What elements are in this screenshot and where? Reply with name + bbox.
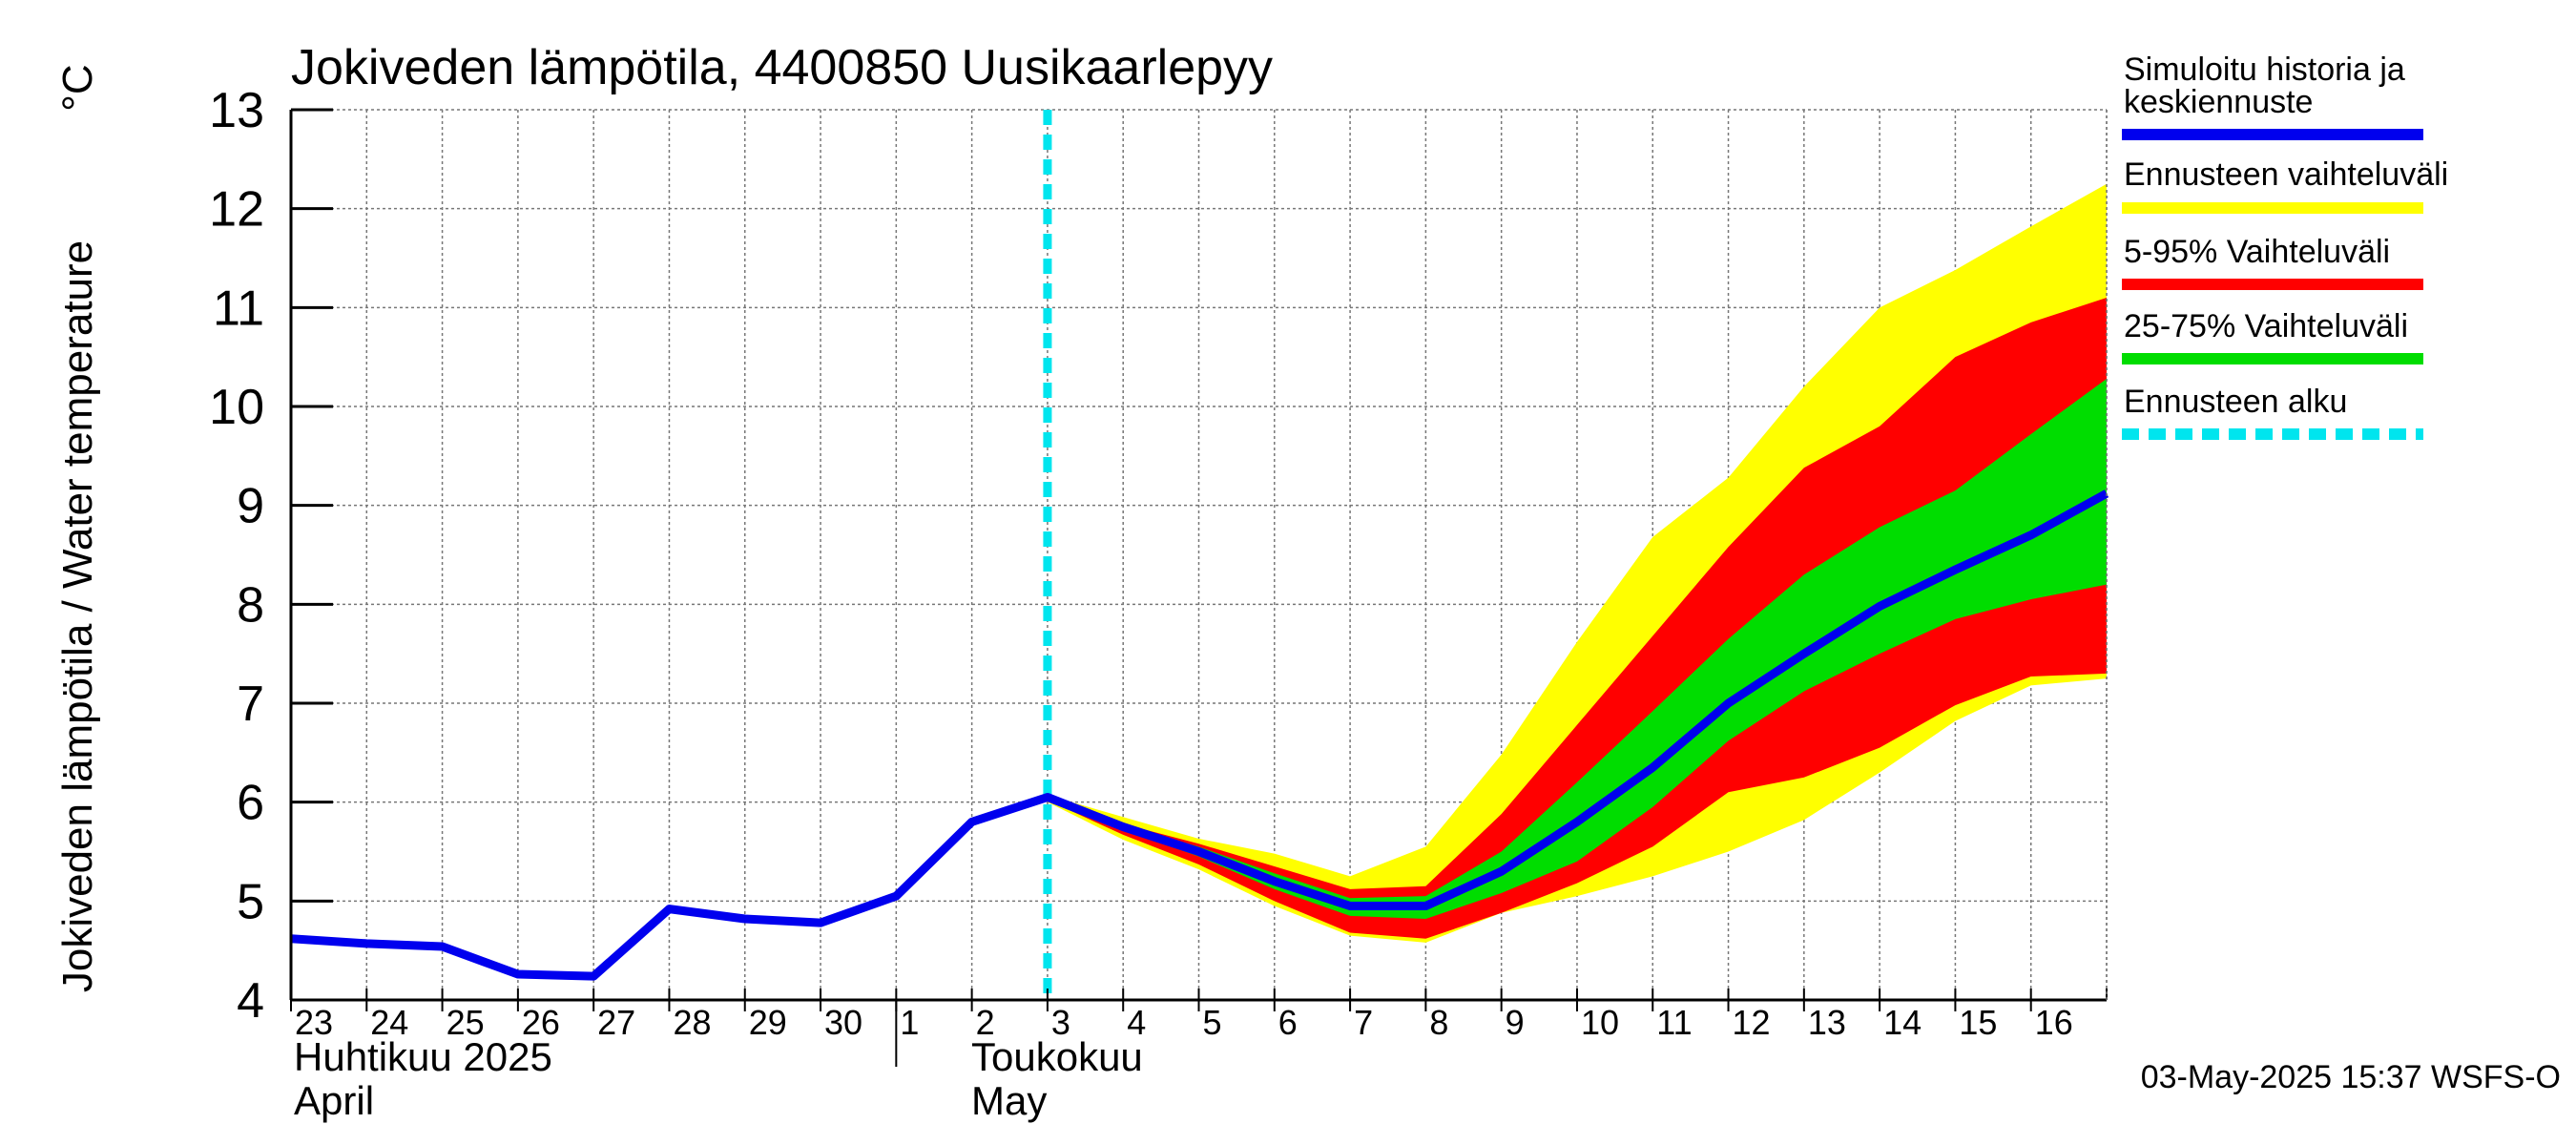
y-tick-label: 4 — [237, 973, 264, 1029]
x-tick-label: 12 — [1733, 1003, 1771, 1042]
legend-label: Ennusteen alku — [2124, 384, 2347, 420]
y-tick-label: 13 — [209, 83, 264, 138]
x-tick-label: 23 — [295, 1003, 333, 1042]
x-tick-label: 28 — [673, 1003, 711, 1042]
legend-label: 5-95% Vaihteluväli — [2124, 234, 2390, 270]
y-axis-unit: °C — [54, 64, 101, 111]
x-tick-label: 13 — [1808, 1003, 1846, 1042]
legend-label: Simuloitu historia ja — [2124, 52, 2405, 88]
band-5-95-vaihteluv-li — [1047, 297, 2107, 939]
chart-title: Jokiveden lämpötila, 4400850 Uusikaarlep… — [291, 40, 1273, 95]
x-tick-label: 29 — [749, 1003, 787, 1042]
footer-timestamp: 03-May-2025 15:37 WSFS-O — [2141, 1059, 2561, 1095]
month-label-april-fi: Huhtikuu 2025 — [294, 1034, 552, 1079]
y-axis-label: Jokiveden lämpötila / Water temperature — [54, 240, 101, 992]
lines — [290, 110, 2109, 1000]
y-tick-label: 12 — [209, 182, 264, 238]
y-tick-labels: 4 5 6 7 8 9 10 11 12 13 — [209, 83, 264, 1029]
y-tick-label: 5 — [237, 874, 264, 929]
x-tick-label: 3 — [1051, 1003, 1070, 1042]
month-label-may-en: May — [971, 1078, 1047, 1123]
y-tick-label: 9 — [237, 479, 264, 534]
axes — [289, 108, 2108, 1067]
x-tick-label: 8 — [1429, 1003, 1448, 1042]
x-tick-label: 6 — [1278, 1003, 1298, 1042]
x-tick-label: 14 — [1883, 1003, 1922, 1042]
legend-label: 25-75% Vaihteluväli — [2124, 308, 2408, 344]
legend-label: keskiennuste — [2124, 84, 2313, 120]
y-tick-label: 7 — [237, 677, 264, 732]
x-tick-label: 25 — [447, 1003, 485, 1042]
x-tick-label: 27 — [597, 1003, 635, 1042]
x-tick-label: 26 — [522, 1003, 560, 1042]
x-tick-label: 7 — [1354, 1003, 1373, 1042]
y-tick-label: 11 — [213, 281, 264, 336]
legend-label: Ennusteen vaihteluväli — [2124, 156, 2448, 193]
x-tick-label: 1 — [900, 1003, 919, 1042]
month-label-april-en: April — [294, 1078, 374, 1123]
x-tick-label: 15 — [1959, 1003, 1997, 1042]
series-line-mean — [290, 489, 2109, 981]
x-tick-labels: 23 24 25 26 27 28 29 30 1 2 3 4 5 6 7 8 9 10 11 12 13 14 15 16 — [295, 1003, 2073, 1042]
x-tick-label: 10 — [1581, 1003, 1619, 1042]
y-tick-label: 10 — [209, 380, 264, 435]
x-tick-label: 16 — [2035, 1003, 2073, 1042]
x-tick-label: 24 — [370, 1003, 408, 1042]
y-tick-label: 8 — [237, 577, 264, 633]
month-label-may-fi: Toukokuu — [971, 1034, 1143, 1079]
x-tick-label: 5 — [1203, 1003, 1222, 1042]
x-tick-label: 4 — [1127, 1003, 1146, 1042]
x-tick-label: 30 — [824, 1003, 862, 1042]
bands — [1047, 183, 2107, 943]
y-tick-label: 6 — [237, 776, 264, 831]
x-tick-label: 11 — [1656, 1003, 1692, 1042]
band-25-75-vaihteluv-li — [1047, 378, 2107, 919]
x-tick-label: 2 — [976, 1003, 995, 1042]
x-tick-label: 9 — [1506, 1003, 1525, 1042]
